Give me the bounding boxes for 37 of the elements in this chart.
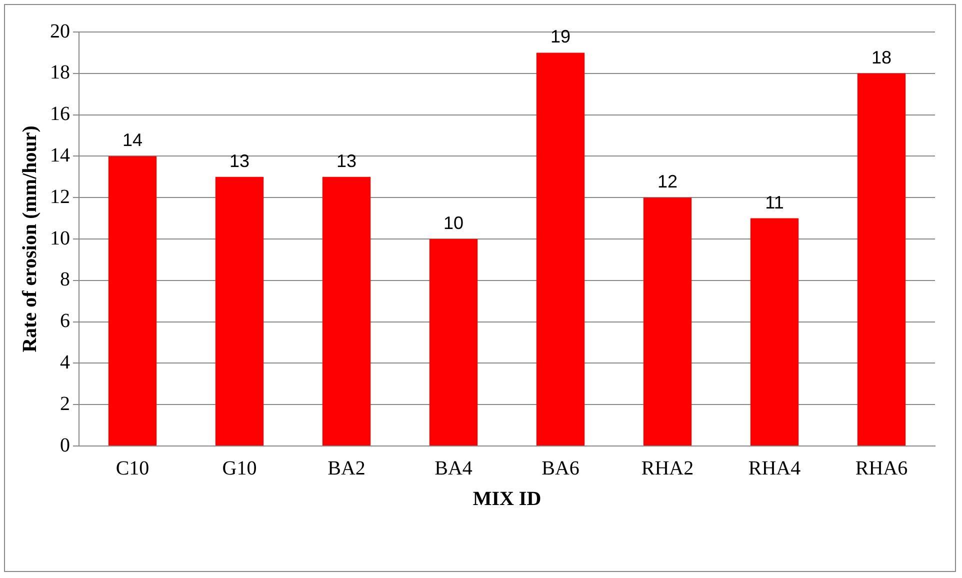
bar [857,73,906,446]
y-tick-label: 8 [60,268,70,291]
y-tick-label: 0 [60,434,70,456]
y-tick-label: 14 [50,144,70,166]
data-label: 11 [765,192,784,212]
data-label: 14 [122,130,143,150]
bar [215,176,264,446]
y-tick-label: 10 [50,227,70,250]
x-tick-label: RHA6 [855,457,908,480]
x-tick-label: RHA4 [748,457,801,480]
x-tick-label: G10 [222,457,257,480]
y-axis-title: Rate of erosion (mm/hour) [19,126,42,352]
bar [322,176,371,446]
y-tick-label: 2 [60,392,70,415]
y-tick-label: 20 [50,20,70,42]
data-label: 18 [871,47,892,68]
bar [429,239,478,446]
y-tick-label: 6 [60,310,70,332]
y-tick-label: 18 [50,62,70,84]
bar [750,218,799,446]
bar [108,156,157,446]
x-tick-label: BA2 [328,457,366,480]
x-tick-label: C10 [116,457,150,480]
data-label: 19 [550,26,571,47]
data-label: 13 [229,150,250,171]
x-tick-label: RHA2 [641,457,694,480]
bar [536,52,585,446]
y-tick-label: 4 [60,351,70,374]
data-label: 13 [336,150,357,171]
data-label: 12 [657,172,678,192]
data-label: 10 [443,212,464,233]
x-tick-label: BA4 [434,457,472,480]
y-tick-label: 12 [50,186,70,208]
x-axis-title: MIX ID [472,488,542,510]
bar [643,198,692,446]
x-tick-label: BA6 [542,457,580,480]
y-tick-label: 16 [50,103,70,126]
